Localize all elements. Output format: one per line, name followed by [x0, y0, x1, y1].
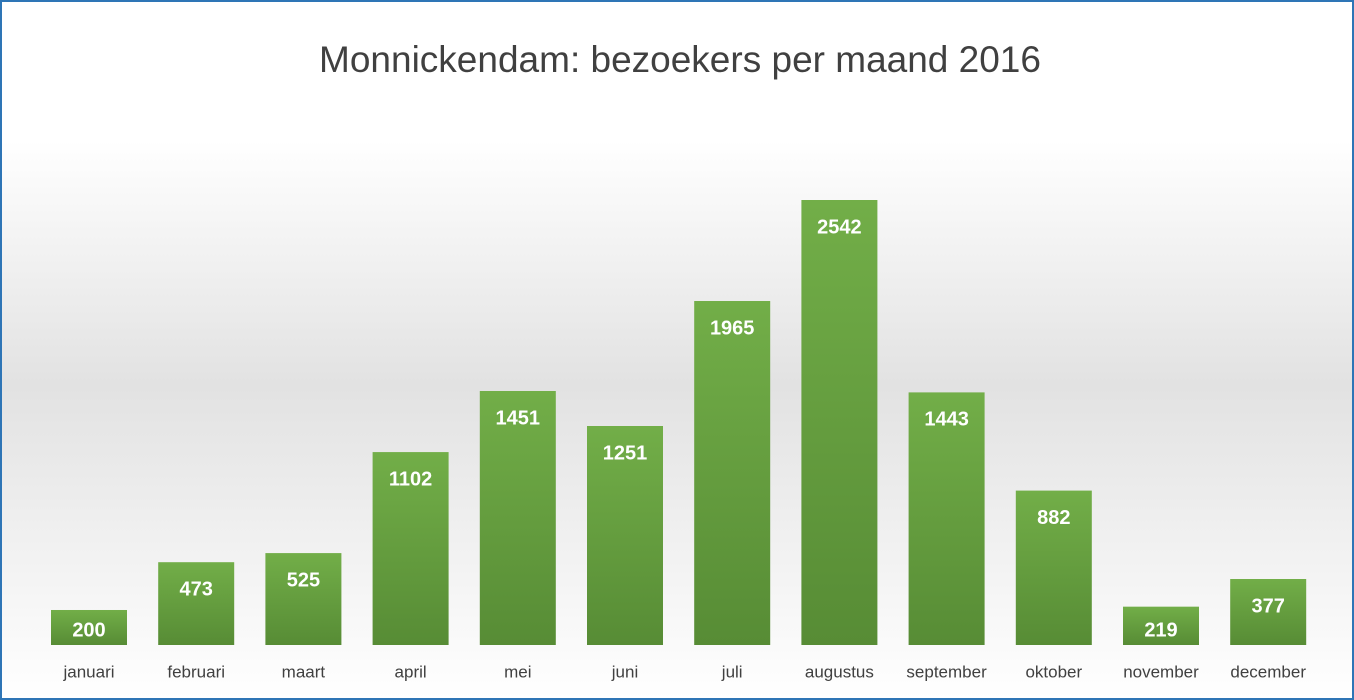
bar: [265, 553, 342, 645]
value-label: 1965: [710, 317, 755, 339]
bar: [158, 562, 235, 645]
value-label: 1102: [389, 468, 432, 490]
x-tick-label: februari: [167, 662, 225, 681]
x-tick-label: oktober: [1025, 662, 1082, 681]
bar: [372, 452, 449, 645]
x-tick-label: januari: [62, 662, 114, 681]
x-tick-label: november: [1123, 662, 1199, 681]
bar: [479, 390, 556, 645]
bar: [1230, 579, 1307, 645]
bar: [694, 301, 771, 645]
bar: [1015, 490, 1092, 645]
value-label: 882: [1037, 507, 1070, 529]
bar: [801, 200, 878, 645]
x-tick-label: augustus: [805, 662, 874, 681]
value-label: 219: [1144, 619, 1177, 641]
bar: [1123, 606, 1199, 645]
x-tick-label: december: [1230, 662, 1306, 681]
x-tick-label: mei: [504, 662, 531, 681]
x-tick-label: maart: [282, 662, 326, 681]
x-tick-label: april: [395, 662, 427, 681]
value-label: 200: [72, 619, 105, 641]
value-label: 1451: [496, 407, 541, 429]
value-label: 2542: [817, 216, 862, 238]
value-label: 1251: [603, 442, 648, 464]
x-tick-label: juli: [721, 662, 743, 681]
value-label: 377: [1252, 595, 1285, 617]
value-label: 473: [180, 578, 213, 600]
x-tick-label: september: [906, 662, 987, 681]
bar: [908, 392, 985, 645]
x-tick-label: juni: [611, 662, 638, 681]
value-label: 525: [287, 569, 320, 591]
chart-title: Monnickendam: bezoekers per maand 2016: [319, 39, 1041, 80]
bar: [51, 609, 127, 645]
value-label: 1443: [924, 409, 969, 431]
bar: [587, 426, 663, 645]
